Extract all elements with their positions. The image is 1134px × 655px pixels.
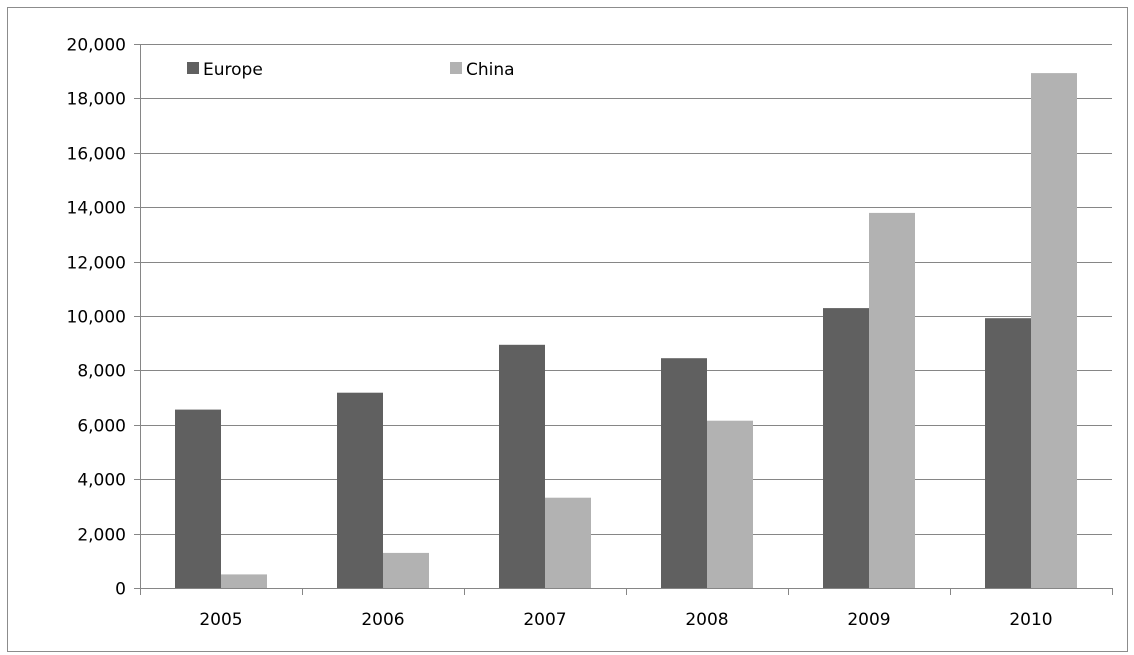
bar-china-2006 [383, 552, 429, 588]
y-tick-label: 16,000 [67, 145, 126, 165]
y-tick-label: 4,000 [77, 471, 126, 491]
axes [134, 44, 1113, 595]
x-tick-label: 2010 [1009, 610, 1052, 630]
bar-china-2005 [221, 574, 267, 588]
bar-china-2008 [707, 420, 753, 588]
x-tick-labels: 2005 2006 2007 2008 2009 2010 [199, 610, 1052, 630]
bar-europe-2008 [661, 358, 707, 588]
gridlines [140, 44, 1112, 535]
y-tick-label: 18,000 [67, 90, 126, 110]
y-tick-label: 20,000 [67, 36, 126, 56]
y-tick-label: 12,000 [67, 254, 126, 274]
y-tick-label: 2,000 [77, 526, 126, 546]
bar-china-2010 [1031, 73, 1077, 589]
x-tick-label: 2007 [523, 610, 566, 630]
bars [175, 73, 1077, 589]
x-tick-label: 2006 [361, 610, 404, 630]
y-tick-labels: 0 2,000 4,000 6,000 8,000 10,000 12,000 14,000 1… [67, 36, 126, 600]
legend-swatch-europe [187, 62, 199, 74]
y-tick-label: 0 [115, 580, 126, 600]
y-tick-label: 6,000 [77, 417, 126, 437]
bar-europe-2007 [499, 344, 545, 588]
x-tick-label: 2005 [199, 610, 242, 630]
bar-europe-2009 [823, 308, 869, 588]
bar-europe-2005 [175, 409, 221, 588]
bar-china-2007 [545, 497, 591, 588]
legend-swatch-china [450, 62, 462, 74]
y-tick-label: 8,000 [77, 362, 126, 382]
bar-europe-2006 [337, 392, 383, 588]
legend: Europe China [187, 60, 515, 80]
y-tick-label: 14,000 [67, 199, 126, 219]
x-tick-label: 2009 [847, 610, 890, 630]
legend-label-europe: Europe [203, 60, 263, 80]
bar-europe-2010 [985, 318, 1031, 588]
x-tick-label: 2008 [685, 610, 728, 630]
bar-china-2009 [869, 212, 915, 588]
legend-label-china: China [466, 60, 515, 80]
y-tick-label: 10,000 [67, 308, 126, 328]
